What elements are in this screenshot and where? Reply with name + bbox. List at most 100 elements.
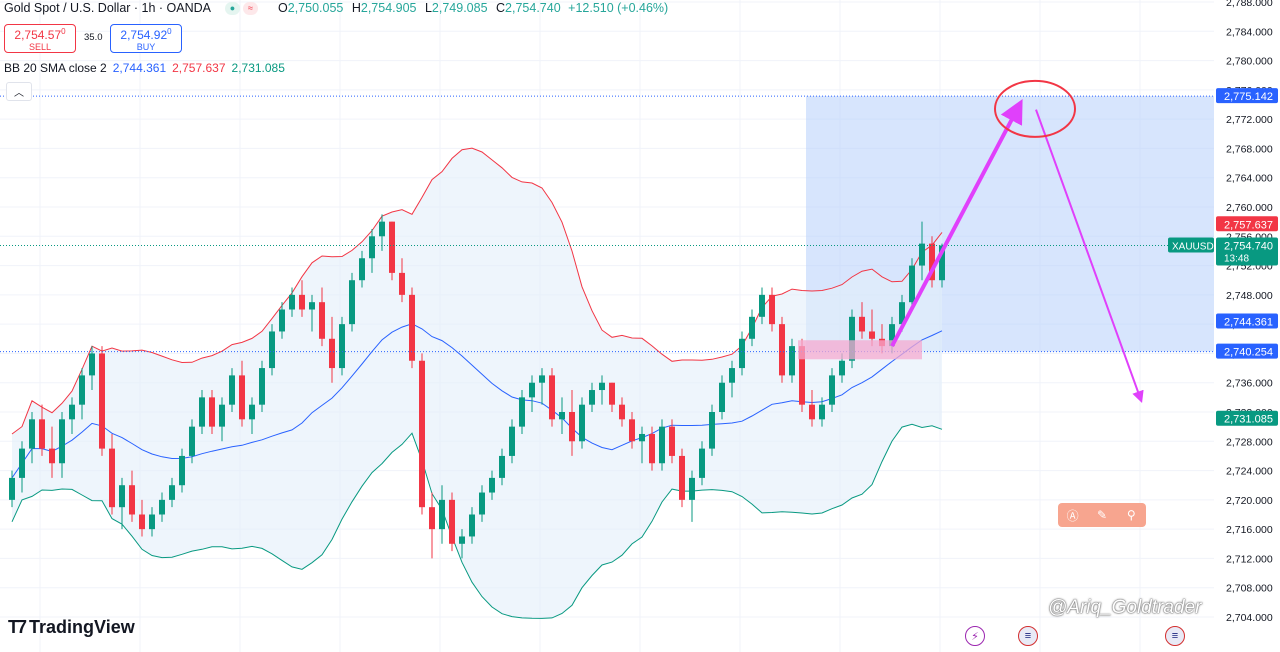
candle-body [639,433,645,442]
candle-body [319,302,325,339]
symbol-title[interactable]: Gold Spot / U.S. Dollar · 1h · OANDA [4,1,212,15]
ai-icon[interactable]: Ⓐ [1066,508,1079,523]
svg-text:2,757.637: 2,757.637 [1224,219,1273,231]
author-watermark: @Ariq_Goldtrader [1048,597,1202,618]
candle-body [9,477,15,500]
price-axis[interactable]: 2,704.000 2,708.000 2,712.000 2,716.000 2,72… [1168,0,1280,652]
candle-body [749,316,755,339]
candle-body [529,382,535,398]
candle-body [669,426,675,456]
y-tick-label: 2,708.000 [1226,583,1273,595]
candle-body [139,514,145,530]
candle-body [109,448,115,508]
candle-body [29,419,35,449]
indicator-name: BB 20 SMA close 2 [4,61,107,75]
candle-body [49,448,55,464]
pen-icon[interactable]: ✎ [1096,508,1108,522]
candle-body [519,397,525,427]
indicator-upper-value: 2,757.637 [172,61,226,75]
y-tick-label: 2,764.000 [1226,173,1273,185]
candle-body [89,353,95,376]
candle-body [279,309,285,332]
candle-body [459,536,465,544]
collapse-legend-button[interactable]: ︿ [6,82,32,101]
us-flag-icon[interactable]: ≡ [1018,626,1038,646]
tradingview-logo[interactable]: T7 TradingView [8,617,135,638]
symbol-label: XAUUSD [1172,242,1214,253]
market-status[interactable]: ● ≈ [225,1,259,15]
candle-body [209,397,215,427]
candle-body [149,514,155,530]
buy-price: 2,754.92 [120,27,168,42]
data-delay-icon: ≈ [243,1,259,15]
us-flag-icon[interactable]: ≡ [1165,626,1185,646]
svg-text:2,775.142: 2,775.142 [1224,91,1273,103]
close-value: 2,754.740 [505,1,561,15]
buy-button[interactable]: 2,754.920 BUY [110,24,182,53]
candle-body [889,324,895,347]
y-tick-label: 2,772.000 [1226,114,1273,126]
y-tick-label: 2,760.000 [1226,202,1273,214]
candle-body [449,499,455,544]
indicator-legend[interactable]: BB 20 SMA close 2 2,744.361 2,757.637 2,… [4,61,285,75]
low-value: 2,749.085 [431,1,488,15]
candle-body [579,404,585,442]
candle-body [549,375,555,420]
y-tick-label: 2,728.000 [1226,436,1273,448]
svg-text:2,754.740: 2,754.740 [1224,241,1273,253]
bollinger-band-fill [12,148,942,619]
candle-body [469,514,475,537]
lightning-icon[interactable]: ⚡ [965,626,985,646]
svg-text:2,731.085: 2,731.085 [1224,414,1273,426]
candle-body [369,236,375,259]
candle-body [179,455,185,486]
price-label: 2,775.142 [1216,88,1278,104]
candle-body [779,324,785,376]
candle-body [349,280,355,325]
y-tick-label: 2,784.000 [1226,26,1273,38]
candle-body [729,368,735,383]
candle-body [899,302,905,325]
candle-body [609,382,615,405]
candle-body [99,353,105,449]
candle-body [199,397,205,427]
candle-body [829,375,835,405]
y-tick-label: 2,780.000 [1226,56,1273,68]
down-arrow [1035,109,1144,403]
indicator-basis-value: 2,744.361 [112,61,167,75]
candle-body [119,485,125,508]
candle-body [409,294,415,361]
candle-body [239,375,245,420]
candle-body [699,448,705,478]
svg-text:2,740.254: 2,740.254 [1224,347,1273,359]
sell-button[interactable]: 2,754.570 SELL [4,24,76,53]
candle-body [849,316,855,361]
candle-body [249,404,255,420]
candle-body [739,338,745,369]
candle-body [599,382,605,391]
search-icon[interactable]: ⚲ [1126,508,1136,522]
bollinger-basis-line [11,323,943,479]
chevron-up-icon: ︿ [14,88,24,99]
candles [9,214,945,559]
price-label: 2,731.085 [1216,410,1278,426]
change-value: +12.510 (+0.46%) [568,1,669,15]
candle-body [869,331,875,339]
candle-body [919,243,925,266]
candle-body [809,404,815,420]
candle-body [759,294,765,317]
symbol-legend: Gold Spot / U.S. Dollar · 1h · OANDA ● ≈… [4,0,668,16]
sell-price: 2,754.57 [14,27,62,42]
open-value: 2,750.055 [287,1,344,15]
candle-body [299,294,305,310]
consolidation-box [798,340,922,360]
candle-body [569,412,575,442]
sell-label: SELL [28,41,52,52]
candle-body [19,448,25,478]
price-label: 2,740.254 [1216,343,1278,359]
candle-body [709,412,715,449]
ohlc-values: O2,750.055 H2,754.905 L2,749.085 C2,754.… [278,1,669,15]
high-value: 2,754.905 [360,1,417,15]
